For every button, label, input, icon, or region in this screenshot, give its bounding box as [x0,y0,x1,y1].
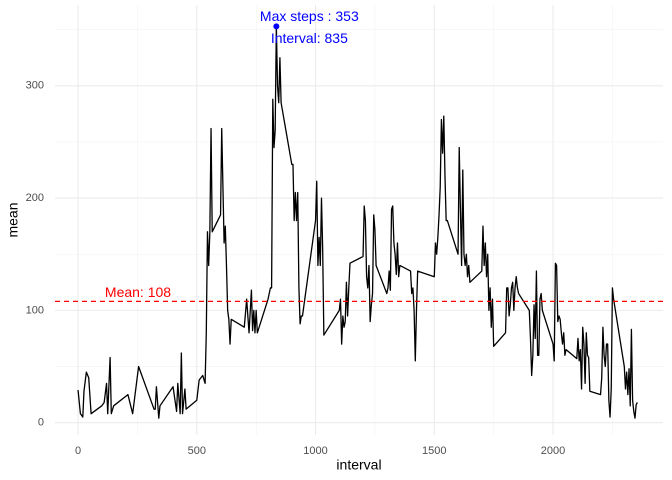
y-tick-label: 0 [38,417,44,429]
x-tick-label: 0 [75,445,81,457]
max-label: Max steps : 353 [260,8,359,24]
x-tick-label: 1000 [303,445,327,457]
data-line [77,25,638,419]
mean-label: Mean: 108 [105,284,171,300]
max-point [273,23,280,30]
y-tick-label: 200 [26,192,44,204]
x-tick-label: 500 [188,445,206,457]
max-sublabel: Interval: 835 [271,30,348,46]
y-tick-label: 100 [26,304,44,316]
y-tick-label: 300 [26,80,44,92]
x-tick-label: 1500 [422,445,446,457]
x-tick-label: 2000 [541,445,565,457]
y-axis-title: mean [5,202,21,237]
x-axis-title: interval [336,457,381,473]
